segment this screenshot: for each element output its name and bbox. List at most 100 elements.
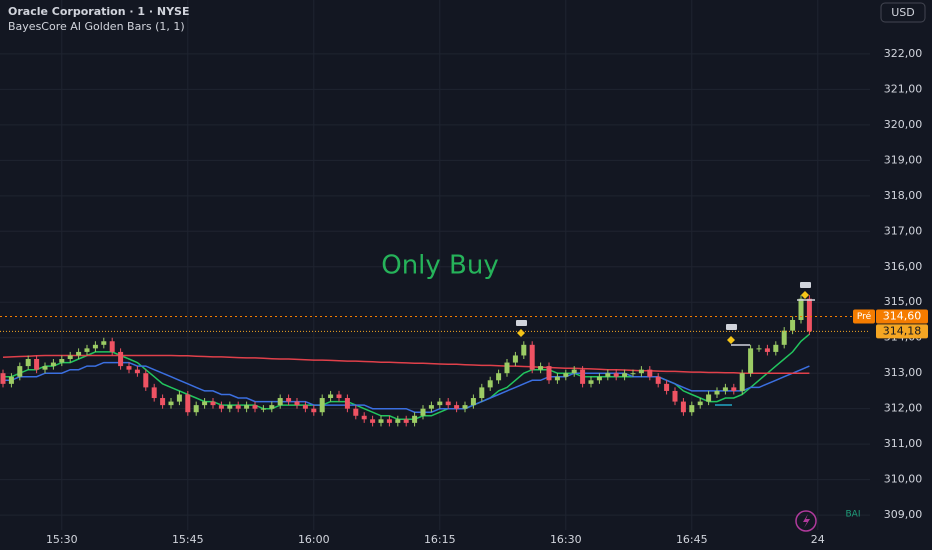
candle-body [176,394,182,402]
moving-average [3,361,810,413]
annotation: Only Buy [381,251,499,281]
candle-body [437,401,443,406]
price-tag-label: Pré [857,311,872,322]
x-tick-label: 16:30 [550,533,582,546]
candle-body [8,376,14,384]
candle-body [445,401,451,406]
candle-body [554,376,560,381]
candle-body [34,359,40,370]
candle-body [59,359,65,363]
candle-body [218,405,224,409]
y-tick-label: 312,00 [884,402,923,415]
candle-body [731,387,737,391]
alert-bolt [803,514,810,528]
price-tag [853,309,875,324]
candle-body [428,405,434,409]
y-tick-label: 319,00 [884,153,923,166]
candle-body [605,373,611,377]
candle-body [319,398,325,413]
candle-body [344,398,350,409]
candle-body [395,419,401,423]
candle-body [168,401,174,406]
candle-body [680,401,686,413]
price-label: 314,18 [883,324,922,337]
candle-body [370,419,376,423]
price-label: 314,60 [883,309,922,322]
candle-body [697,401,703,406]
candle-body [739,373,745,391]
candle-body [286,398,292,402]
candle-body [193,405,199,413]
icon-marker [726,324,737,330]
candle-body [260,408,266,410]
candle-body [512,355,518,363]
plot [0,295,812,427]
price-box [876,324,928,339]
candle-body [722,387,728,391]
candle-body [160,398,166,406]
candle-body [580,369,586,384]
y-tick-label: 313,00 [884,366,923,379]
y-tick-label: 322,00 [884,47,923,60]
currency-button[interactable] [880,2,926,23]
candle-body [546,366,552,381]
y-tick-label: 310,00 [884,473,923,486]
candle-body [613,373,619,377]
candle-body [462,405,468,409]
candle-body [412,415,418,423]
candle-body [630,373,636,375]
candle-body [311,408,317,413]
candle-body [185,394,191,413]
candle-body [689,405,695,413]
candle-body [638,369,644,374]
x-tick-label: 15:45 [172,533,204,546]
y-tick-label: 321,00 [884,82,923,95]
candle-body [227,405,233,409]
candle-body [378,419,384,423]
candle-body [76,351,82,356]
candle-body [420,408,426,416]
candle-body [403,419,409,423]
candle-body [806,298,812,332]
candle-body [101,341,107,345]
candle-body [386,419,392,423]
alert-icon[interactable] [795,510,817,532]
candle-body [294,401,300,406]
candle-body [269,405,275,409]
candle-body [571,369,577,374]
candle-body [92,344,98,349]
candle-body [487,380,493,388]
candle-body [756,348,762,350]
candle-body [328,394,334,399]
candle-body [781,330,787,345]
candle-body [151,387,157,399]
candle-body [235,405,241,409]
candle-body [25,359,31,367]
y-tick-label: 311,00 [884,437,923,450]
chart-title: Oracle Corporation · 1 · NYSE [8,5,189,18]
candle-body [361,415,367,420]
candle-body [134,369,140,374]
icon-marker [516,320,527,326]
candle-body [563,373,569,377]
candle-body [470,398,476,406]
candle-body [496,373,502,381]
y-tick-label: 315,00 [884,295,923,308]
candle-body [664,383,670,391]
y-tick-label: 309,00 [884,508,923,521]
candle-body [596,376,602,381]
candle-body [647,369,653,377]
y-tick-label: 317,00 [884,224,923,237]
candle-body [244,405,250,409]
currency-label[interactable]: USD [891,6,915,19]
x-tick-label: 16:00 [298,533,330,546]
candle-body [588,380,594,384]
candle-body [210,401,216,406]
badge: BAI [846,510,861,520]
candle-body [67,355,73,360]
y-tick-label: 318,00 [884,189,923,202]
candle-body [479,387,485,399]
